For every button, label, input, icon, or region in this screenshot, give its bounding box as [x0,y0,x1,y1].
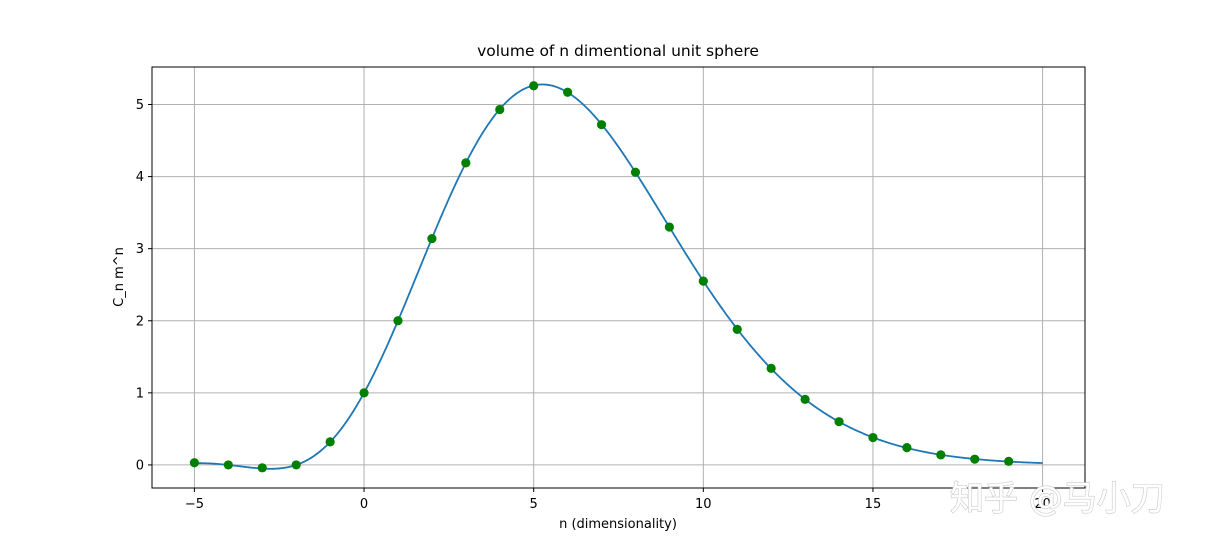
data-point-marker [834,417,844,427]
data-point-marker [1004,456,1014,466]
volume-curve [194,83,1043,470]
curve-layer [194,83,1043,470]
marker-layer [189,81,1014,473]
data-point-marker [495,104,505,115]
data-point-marker [189,458,200,468]
data-point-marker [563,87,573,97]
y-tick-label: 1 [136,386,144,401]
data-point-marker [393,316,403,326]
y-tick-label: 3 [136,242,144,257]
data-point-marker [529,81,539,91]
data-point-marker [291,460,301,470]
data-point-marker [902,443,912,453]
data-point-marker [630,167,641,177]
data-point-marker [970,454,980,464]
data-point-marker [698,276,708,286]
data-point-marker [257,463,267,473]
grid [152,67,1085,488]
data-point-marker [766,363,776,373]
data-point-marker [223,460,233,470]
y-axis-label: C_n m^n [112,247,127,307]
y-tick-label: 5 [136,98,144,113]
data-point-marker [325,437,335,447]
data-point-marker [596,120,607,130]
data-point-marker [664,222,674,232]
data-point-marker [868,432,878,443]
x-tick-label: 10 [695,497,712,512]
x-tick-label: 20 [1034,497,1051,512]
x-tick-label: 15 [865,497,882,512]
watermark: 知乎 @马小刀 [950,479,1165,519]
data-point-marker [359,388,369,398]
data-point-marker [800,394,810,404]
x-tick-label: 5 [530,497,538,512]
plot-frame [151,66,1086,489]
y-tick-label: 2 [136,314,144,329]
x-axis-label: n (dimensionality) [559,517,677,532]
chart-title: volume of n dimentional unit sphere [477,42,759,60]
y-tick-label: 0 [136,458,144,473]
y-tick-label: 4 [136,170,144,185]
ticks: −5 0 5 10 15 20 0 1 2 3 4 5 [136,98,1051,512]
data-point-marker [732,324,742,335]
x-tick-label: 0 [360,497,368,512]
data-point-marker [461,158,471,168]
data-point-marker [427,233,437,244]
data-point-marker [936,450,946,460]
x-tick-label: −5 [185,497,204,512]
